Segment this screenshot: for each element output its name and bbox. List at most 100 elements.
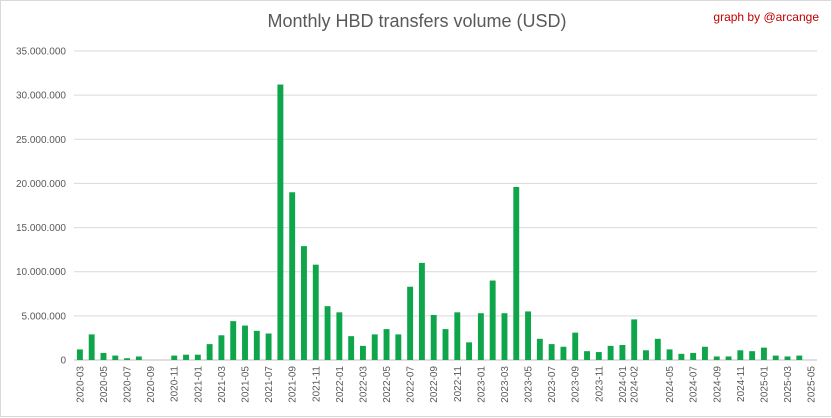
bar-2021-04 (230, 321, 237, 360)
bar-2023-07 (548, 344, 555, 360)
bar-2023-09 (572, 332, 579, 360)
bar-2022-07 (407, 286, 414, 360)
bar-2020-12 (183, 354, 189, 360)
y-tick-label: 35.000.000 (16, 47, 66, 58)
bar-2023-08 (560, 346, 567, 360)
bar-2024-08 (702, 346, 708, 360)
x-tick-label: 2024-11 (736, 366, 747, 402)
x-tick-label: 2020-07 (123, 366, 134, 403)
x-tick-label: 2020-03 (75, 366, 86, 403)
bar-2020-04 (88, 334, 95, 360)
bar-2025-04 (796, 355, 803, 360)
bar-2022-05 (383, 329, 390, 360)
x-tick-label: 2020-05 (99, 366, 110, 403)
bar-2022-10 (442, 329, 449, 360)
bar-2023-03 (501, 313, 508, 360)
x-tick-label: 2023-11 (594, 366, 605, 402)
bar-2020-03 (76, 349, 83, 360)
bar-2024-03 (643, 350, 649, 360)
x-tick-label: 2025-01 (759, 366, 770, 403)
bar-2024-10 (725, 356, 732, 360)
x-tick-label: 2023-07 (547, 366, 558, 403)
x-tick-label: 2021-03 (217, 366, 228, 403)
bar-2023-05 (525, 311, 532, 360)
x-tick-label: 2024-05 (665, 366, 676, 403)
bar-2022-08 (418, 262, 425, 360)
bar-2022-11 (454, 312, 461, 360)
y-tick-label: 0 (60, 356, 66, 367)
x-tick-label: 2023-03 (500, 366, 511, 403)
bar-2021-06 (253, 330, 260, 360)
bar-2021-01 (194, 354, 201, 360)
bar-2024-07 (690, 352, 697, 360)
bar-2021-12 (324, 306, 331, 360)
x-tick-label: 2025-05 (807, 366, 818, 403)
x-tick-label: 2024-07 (689, 366, 700, 403)
bar-2020-05 (100, 352, 107, 360)
x-tick-label: 2023-09 (571, 366, 582, 403)
bar-2024-12 (749, 351, 756, 360)
x-tick-label: 2021-09 (288, 366, 299, 403)
bar-2021-07 (265, 333, 272, 360)
x-tick-label: 2022-05 (382, 366, 393, 403)
bar-2021-02 (206, 344, 213, 360)
x-tick-label: 2024-01 (618, 366, 629, 403)
bar-2021-05 (242, 325, 248, 360)
x-tick-label: 2021-07 (264, 366, 275, 403)
bar-2023-04 (513, 186, 520, 360)
x-tick-label: 2024-09 (712, 366, 723, 403)
y-tick-label: 20.000.000 (16, 179, 66, 190)
x-tick-label: 2020-11 (170, 366, 181, 402)
x-tick-label: 2022-07 (406, 366, 417, 403)
x-tick-label: 2021-05 (241, 366, 252, 403)
bar-2022-06 (395, 334, 402, 360)
bar-2025-03 (784, 356, 791, 360)
bar-2020-11 (171, 355, 178, 360)
y-tick-label: 25.000.000 (16, 135, 66, 146)
bar-2022-09 (430, 314, 437, 360)
bar-2022-04 (371, 334, 378, 360)
x-tick-label: 2022-11 (453, 366, 464, 402)
bar-2025-02 (772, 355, 779, 360)
bar-2024-09 (713, 356, 720, 360)
bar-2023-06 (536, 338, 543, 360)
bar-2020-08 (135, 356, 142, 360)
bar-2021-08 (277, 84, 284, 360)
bar-2024-02 (631, 319, 638, 360)
bar-2020-07 (124, 358, 131, 360)
bar-2024-11 (737, 350, 744, 360)
bar-2023-12 (607, 345, 614, 360)
bar-2021-03 (218, 335, 225, 360)
y-tick-label: 15.000.000 (16, 223, 66, 234)
x-tick-label: 2022-03 (358, 366, 369, 403)
chart-credit: graph by @arcange (713, 10, 819, 24)
bar-2022-01 (336, 312, 343, 360)
bar-2024-04 (654, 338, 661, 360)
y-tick-label: 10.000.000 (16, 267, 66, 278)
x-tick-label: 2022-01 (335, 366, 346, 403)
bar-2023-10 (584, 351, 590, 360)
x-tick-label: 2021-11 (311, 366, 322, 402)
bar-2024-01 (619, 344, 626, 360)
x-tick-label: 2025-03 (783, 366, 794, 403)
x-tick-label: 2020-09 (146, 366, 157, 403)
x-tick-label: 2021-01 (193, 366, 204, 403)
x-tick-label: 2022-09 (429, 366, 440, 403)
y-tick-label: 5.000.000 (22, 311, 67, 322)
bar-2023-11 (595, 352, 602, 360)
x-tick-label: 2023-05 (524, 366, 535, 403)
bar-2024-05 (666, 349, 673, 360)
bar-2023-02 (489, 280, 496, 360)
bar-2023-01 (477, 313, 484, 360)
x-tick-label: 2024-02 (630, 366, 641, 403)
x-tick-label: 2023-01 (476, 366, 487, 403)
bar-2022-02 (348, 336, 355, 360)
bar-2022-03 (359, 345, 366, 360)
bar-2021-10 (301, 246, 307, 360)
bar-2021-09 (289, 192, 296, 360)
bar-2021-11 (312, 264, 319, 360)
bar-2025-01 (760, 347, 767, 360)
bar-2022-12 (466, 342, 473, 360)
